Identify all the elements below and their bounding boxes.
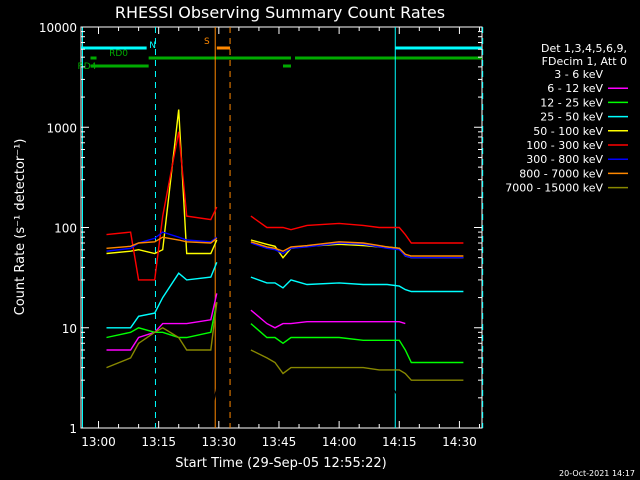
series-300-800-kev-line bbox=[250, 242, 464, 259]
legend-3-6-kev-label: 3 - 6 keV bbox=[554, 68, 603, 81]
legend-50-100-kev-label: 50 - 100 keV bbox=[533, 125, 603, 138]
x-tick-label: 13:45 bbox=[262, 435, 297, 449]
legend-800-7000-kev-label: 800 - 7000 keV bbox=[519, 167, 603, 180]
flag-rd4-label: RD4 bbox=[78, 62, 97, 72]
series-25-50-kev-line bbox=[250, 276, 464, 293]
series-3-6-kev-line bbox=[250, 378, 464, 422]
series-100-300-kev-line bbox=[250, 215, 464, 244]
x-tick-label: 13:15 bbox=[141, 435, 176, 449]
series-7000-15000-kev-line bbox=[106, 302, 218, 369]
legend-title-line: FDecim 1, Att 0 bbox=[542, 55, 627, 68]
series-6-12-kev-line bbox=[250, 309, 406, 329]
x-axis-ticks: 13:00 13:15 13:30 13:45 14:00 14:15 14:30 bbox=[81, 27, 480, 449]
x-tick-label: 14:00 bbox=[322, 435, 357, 449]
x-axis-label: Start Time (29-Sep-05 12:55:22) bbox=[175, 456, 386, 471]
series-50-100-kev-line bbox=[106, 109, 218, 255]
series-800-7000-kev-line bbox=[106, 236, 218, 249]
legend-7000-15000-kev-label: 7000 - 15000 keV bbox=[505, 182, 603, 195]
legend-6-12-kev-label: 6 - 12 keV bbox=[547, 82, 603, 95]
x-tick-label: 13:30 bbox=[202, 435, 237, 449]
series-100-300-kev-line bbox=[106, 131, 218, 281]
legend-title-line: Det 1,3,4,5,6,9, bbox=[541, 42, 627, 55]
series-25-50-kev-line bbox=[106, 262, 218, 329]
legend: Det 1,3,4,5,6,9,FDecim 1, Att 03 - 6 keV… bbox=[505, 42, 628, 195]
y-axis-label: Count Rate (s⁻¹ detector⁻¹) bbox=[13, 139, 28, 316]
series-800-7000-kev-line bbox=[250, 241, 464, 257]
y-tick-label: 1000 bbox=[46, 121, 77, 135]
flag-n-label: N bbox=[149, 41, 156, 51]
y-tick-label: 1 bbox=[69, 422, 77, 436]
y-tick-label: 10 bbox=[62, 322, 77, 336]
chart-title: RHESSI Observing Summary Count Rates bbox=[115, 3, 445, 22]
flag-rd0-label: RD0 bbox=[109, 49, 128, 59]
y-axis-ticks: 1 10 100 1000 10000 bbox=[39, 21, 482, 436]
x-tick-label: 14:15 bbox=[382, 435, 417, 449]
y-tick-label: 100 bbox=[54, 222, 77, 236]
y-tick-label: 10000 bbox=[39, 21, 77, 35]
x-tick-label: 13:00 bbox=[81, 435, 116, 449]
series-12-25-kev-line bbox=[250, 323, 464, 364]
flag-s-label: S bbox=[204, 37, 210, 47]
series-6-12-kev-line bbox=[106, 293, 218, 351]
series-300-800-kev-line bbox=[106, 231, 218, 252]
legend-300-800-kev-label: 300 - 800 keV bbox=[526, 153, 603, 166]
x-tick-label: 14:30 bbox=[442, 435, 477, 449]
plot-area: N S RD0 RD4 bbox=[78, 26, 484, 429]
series-3-6-kev-line bbox=[106, 372, 218, 416]
legend-100-300-kev-label: 100 - 300 keV bbox=[526, 139, 603, 152]
flag-bars: N S RD0 RD4 bbox=[78, 37, 482, 72]
footer-timestamp: 20-Oct-2021 14:17 bbox=[559, 469, 635, 478]
legend-25-50-kev-label: 25 - 50 keV bbox=[540, 111, 603, 124]
series-7000-15000-kev-line bbox=[250, 349, 464, 381]
series-12-25-kev-line bbox=[106, 302, 218, 339]
count-rate-series bbox=[106, 109, 464, 422]
legend-12-25-kev-label: 12 - 25 keV bbox=[540, 96, 603, 109]
